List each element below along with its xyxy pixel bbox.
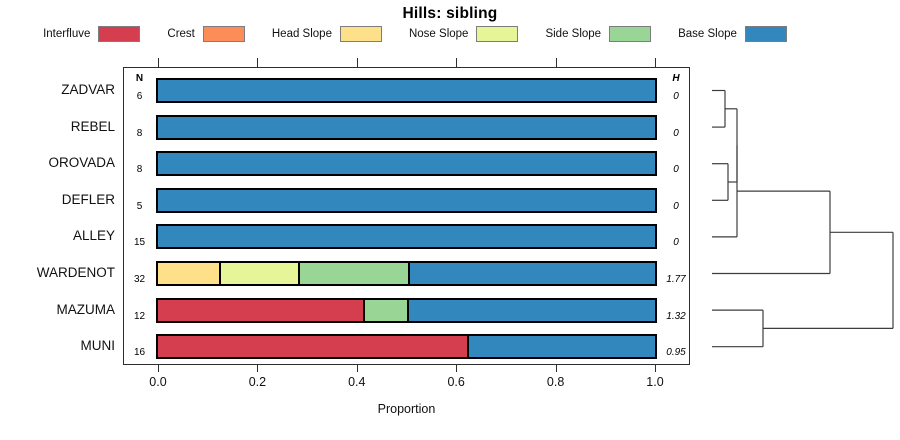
x-axis-tick-bottom (655, 365, 656, 372)
row-label-defler: DEFLER (61, 192, 115, 207)
legend-item-interfluve: Interfluve (43, 26, 141, 42)
h-value: 1.32 (666, 311, 686, 322)
bar-segment-base-slope (158, 80, 655, 101)
row-label-zadvar: ZADVAR (61, 82, 115, 97)
n-value: 5 (136, 201, 143, 212)
legend-swatch-icon (98, 26, 141, 42)
h-value: 0 (673, 237, 679, 248)
legend-label: Head Slope (271, 28, 332, 40)
x-axis-tick-top (555, 58, 557, 67)
x-axis-tick-bottom (257, 365, 259, 372)
bar-segment-base-slope (467, 336, 655, 357)
legend-item-base-slope: Base Slope (678, 26, 787, 42)
x-axis-label: Proportion (377, 402, 436, 416)
h-value: 0 (673, 128, 679, 139)
legend-label: Nose Slope (408, 28, 469, 40)
row-label-rebel: REBEL (70, 119, 115, 134)
n-value: 6 (136, 91, 143, 102)
x-axis-tick-top (356, 58, 358, 67)
bar-segment-side-slope (298, 263, 408, 284)
n-value: 12 (133, 311, 146, 322)
stacked-bar (156, 188, 657, 213)
bar-segment-base-slope (158, 190, 655, 211)
n-value: 15 (133, 237, 146, 248)
h-value: 0 (673, 91, 679, 102)
chart-title: Hills: sibling (402, 5, 498, 22)
row-label-orovada: OROVADA (48, 155, 115, 170)
n-column-header: N (135, 73, 144, 84)
legend-label: Base Slope (678, 28, 737, 40)
bar-segment-base-slope (406, 300, 655, 321)
stacked-bar (156, 224, 657, 249)
x-axis-tick-bottom (356, 365, 358, 372)
stacked-bar (156, 298, 657, 323)
bar-segment-base-slope (158, 117, 655, 138)
x-axis-tick-label: 0.0 (149, 375, 167, 389)
x-axis-tick-bottom (555, 365, 557, 372)
legend-label: Crest (167, 28, 195, 40)
bar-segment-side-slope (363, 300, 407, 321)
x-axis-tick-top (257, 58, 259, 67)
row-label-mazuma: MAZUMA (56, 302, 116, 317)
legend: Interfluve Crest Head Slope Nose Slope Side … (0, 26, 830, 42)
stacked-bar (156, 115, 657, 140)
legend-item-side-slope: Side Slope (545, 26, 652, 42)
legend-label: Interfluve (43, 28, 91, 40)
stacked-bar (156, 78, 657, 103)
legend-item-crest: Crest (167, 26, 245, 42)
stacked-bar (156, 261, 657, 286)
h-value: 0 (673, 164, 679, 175)
legend-label: Side Slope (545, 28, 602, 40)
x-axis-tick-bottom (456, 365, 458, 372)
bar-segment-interfluve (158, 336, 468, 357)
row-label-muni: MUNI (80, 338, 116, 353)
legend-swatch-icon (609, 26, 652, 42)
x-axis-tick-top (655, 58, 656, 67)
x-axis-tick-top (158, 58, 159, 67)
legend-item-nose-slope: Nose Slope (408, 26, 519, 42)
h-value: 0 (673, 201, 679, 212)
row-label-wardenot: WARDENOT (36, 265, 115, 280)
h-column-header: H (672, 73, 680, 84)
stacked-bar (156, 151, 657, 176)
legend-swatch-icon (339, 26, 382, 42)
bar-segment-base-slope (158, 153, 655, 174)
x-axis-tick-label: 0.4 (348, 375, 366, 389)
h-value: 1.77 (666, 274, 686, 285)
legend-swatch-icon (744, 26, 787, 42)
legend-swatch-icon (202, 26, 245, 42)
row-label-alley: ALLEY (72, 228, 115, 243)
x-axis-tick-label: 0.8 (546, 375, 565, 389)
n-value: 16 (133, 347, 146, 358)
legend-swatch-icon (476, 26, 519, 42)
bar-segment-head-slope (158, 263, 220, 284)
x-axis-tick-label: 0.2 (248, 375, 267, 389)
bar-segment-interfluve (158, 300, 364, 321)
bar-segment-nose-slope (219, 263, 299, 284)
stacked-bar (156, 334, 657, 359)
x-axis-tick-label: 1.0 (646, 375, 664, 389)
x-axis-tick-bottom (158, 365, 159, 372)
n-value: 32 (133, 274, 146, 285)
bar-segment-base-slope (158, 226, 655, 247)
n-value: 8 (136, 164, 143, 175)
n-value: 8 (136, 128, 143, 139)
legend-item-head-slope: Head Slope (272, 26, 382, 42)
x-axis-tick-top (456, 58, 458, 67)
x-axis-tick-label: 0.6 (447, 375, 465, 389)
h-value: 0.95 (666, 347, 686, 358)
bar-segment-base-slope (407, 263, 655, 284)
